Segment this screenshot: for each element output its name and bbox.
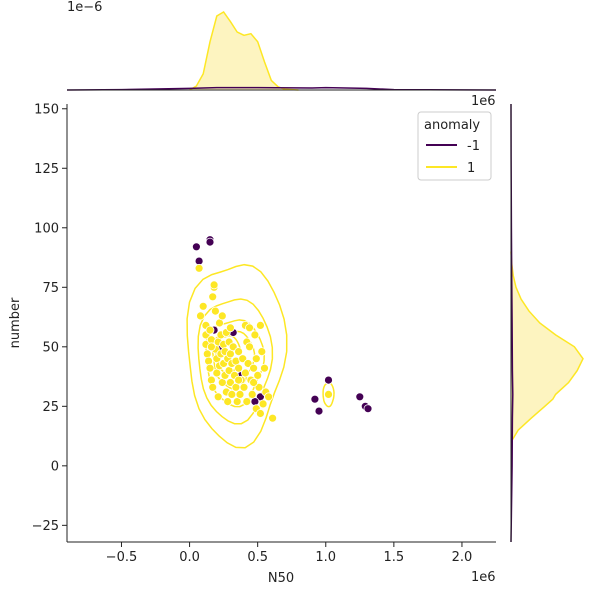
point-anomaly-pos <box>324 389 333 399</box>
point-anomaly-pos <box>253 370 263 380</box>
kde-contour-small <box>322 382 335 408</box>
x-tick-label: 1.5 <box>384 550 405 565</box>
point-anomaly-neg <box>191 242 201 252</box>
x-axis-label: N50 <box>268 571 294 586</box>
point-anomaly-pos <box>205 363 215 373</box>
point-anomaly-neg <box>250 397 260 407</box>
point-anomaly-neg <box>363 404 373 414</box>
point-anomaly-pos <box>209 280 219 290</box>
y-tick-label: 0 <box>51 459 59 474</box>
y-axis-ticks: −25 0 25 50 75 100 125 150 <box>32 102 67 534</box>
kde-contour-level-5 <box>214 334 242 375</box>
top-marginal-offset-text: 1e−6 <box>67 0 102 15</box>
x-tick-label: 2.0 <box>452 550 473 565</box>
right-marginal-fill-pos <box>511 251 583 442</box>
point-anomaly-pos <box>255 409 265 418</box>
point-anomaly-pos <box>258 399 268 409</box>
x-axis-ticks: −0.5 0.0 0.5 1.0 1.5 2.0 <box>106 542 473 565</box>
point-anomaly-pos <box>238 354 248 364</box>
point-anomaly-pos <box>225 378 235 387</box>
point-anomaly-pos <box>249 363 259 373</box>
point-anomaly-pos <box>251 354 261 364</box>
point-anomaly-pos <box>257 347 267 357</box>
top-marginal-curve-neg <box>66 86 497 91</box>
y-tick-label: 100 <box>34 221 59 236</box>
point-anomaly-pos <box>204 356 214 366</box>
point-anomaly-pos <box>208 382 218 392</box>
point-anomaly-neg <box>324 375 333 385</box>
point-anomaly-pos <box>245 342 254 352</box>
point-anomaly-pos <box>234 363 244 373</box>
point-anomaly-neg <box>205 237 215 247</box>
top-marginal-curve-pos <box>189 11 299 91</box>
point-anomaly-pos <box>260 363 269 373</box>
legend: anomaly -1 1 <box>417 111 492 181</box>
point-anomaly-pos <box>225 323 235 333</box>
point-anomaly-pos <box>268 413 278 423</box>
legend-label-pos: 1 <box>467 161 475 176</box>
legend-label-neg: -1 <box>467 139 480 154</box>
right-marginal-curve-pos <box>510 251 584 443</box>
y-tick-label: 50 <box>42 340 59 355</box>
point-anomaly-pos <box>232 397 242 407</box>
right-marginal: 1e6 <box>471 94 584 543</box>
point-anomaly-pos <box>235 389 245 399</box>
point-anomaly-pos <box>227 389 237 399</box>
point-anomaly-pos <box>196 311 205 321</box>
point-anomaly-pos <box>255 320 265 330</box>
x-tick-label: −0.5 <box>106 550 138 565</box>
point-anomaly-pos <box>206 342 216 352</box>
y-tick-label: 150 <box>34 102 59 117</box>
point-anomaly-pos <box>210 306 220 316</box>
point-anomaly-neg <box>310 394 320 404</box>
point-anomaly-pos <box>245 323 254 333</box>
point-anomaly-pos <box>250 330 260 340</box>
point-anomaly-pos <box>239 382 249 392</box>
point-anomaly-pos <box>234 375 244 385</box>
point-anomaly-pos <box>217 311 227 321</box>
point-anomaly-neg <box>314 406 324 416</box>
point-anomaly-pos <box>249 378 259 387</box>
top-marginal-fill-pos <box>189 12 299 90</box>
point-anomaly-pos <box>242 397 252 407</box>
scatter-points <box>191 235 373 423</box>
right-marginal-offset-text: 1e6 <box>471 94 496 109</box>
x-tick-label: 0.5 <box>247 550 268 565</box>
point-anomaly-pos <box>264 392 274 402</box>
point-anomaly-pos <box>194 263 204 273</box>
point-anomaly-pos <box>212 368 222 378</box>
point-anomaly-pos <box>254 382 264 392</box>
x-axis-offset-text: 1e6 <box>471 570 496 585</box>
y-tick-label: 125 <box>34 162 59 177</box>
y-tick-label: 25 <box>42 400 59 415</box>
point-anomaly-pos <box>206 375 216 385</box>
top-marginal: 1e−6 <box>66 0 497 91</box>
point-anomaly-pos <box>231 382 241 392</box>
point-anomaly-pos <box>247 389 257 399</box>
point-anomaly-pos <box>208 292 218 302</box>
point-anomaly-pos <box>202 349 212 359</box>
point-anomaly-pos <box>213 392 223 402</box>
point-anomaly-pos <box>234 347 244 357</box>
y-axis-label: number <box>8 297 23 348</box>
point-anomaly-pos <box>198 301 208 311</box>
point-anomaly-pos <box>223 397 233 407</box>
y-tick-label: 75 <box>42 281 59 296</box>
x-tick-label: 1.0 <box>315 550 336 565</box>
point-anomaly-pos <box>228 342 238 352</box>
y-tick-label: −25 <box>32 519 59 534</box>
main-plot: −0.5 0.0 0.5 1.0 1.5 2.0 −250255075100125150 … <box>8 102 496 586</box>
legend-title: anomaly <box>424 118 480 133</box>
x-tick-label: 0.0 <box>179 550 200 565</box>
kde-contour-level-2 <box>197 298 274 425</box>
point-anomaly-pos <box>240 368 250 378</box>
point-anomaly-pos <box>243 359 253 368</box>
point-anomaly-pos <box>205 325 215 335</box>
point-anomaly-neg <box>355 392 365 402</box>
kde-contour-outer <box>186 263 288 449</box>
